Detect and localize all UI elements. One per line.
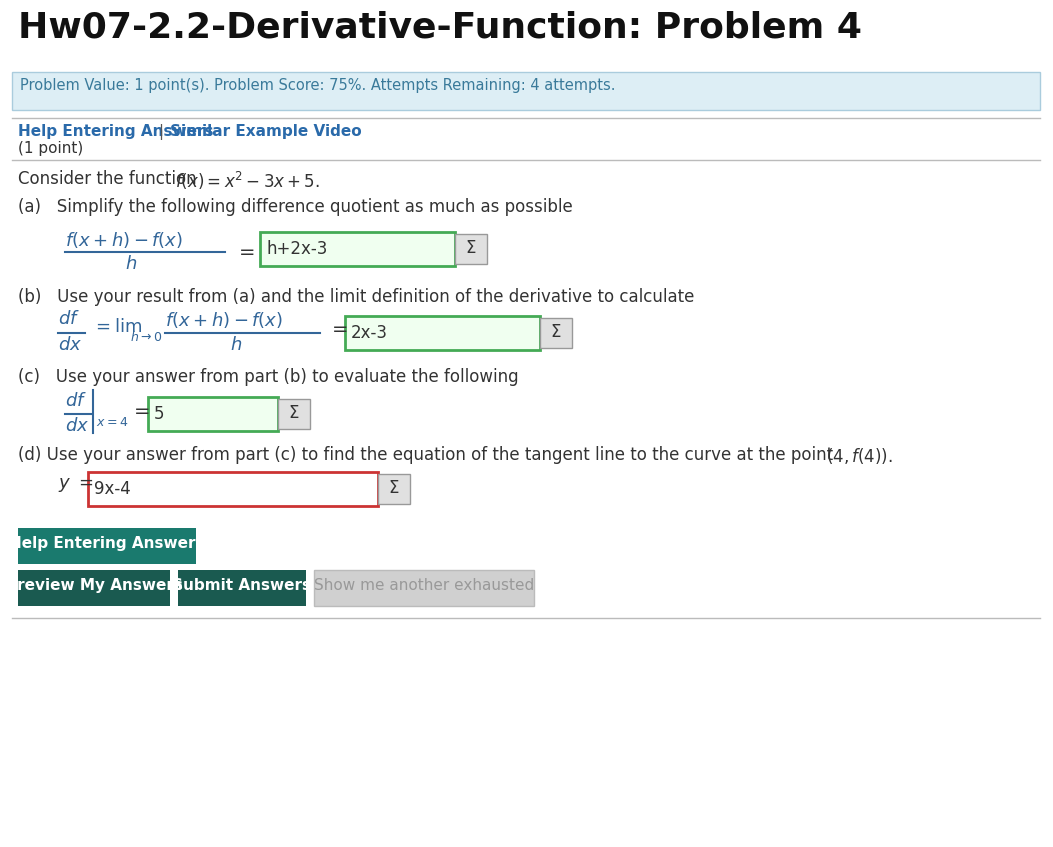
- Text: Problem Value: 1 point(s). Problem Score: 75%. Attempts Remaining: 4 attempts.: Problem Value: 1 point(s). Problem Score…: [20, 78, 616, 93]
- Text: $\Sigma$: $\Sigma$: [389, 479, 400, 497]
- Bar: [12, 72, 1040, 110]
- Text: Help Entering Answers: Help Entering Answers: [18, 124, 214, 139]
- Text: $(4, f(4))$.: $(4, f(4))$.: [826, 446, 893, 466]
- Text: $f(x + h) - f(x)$: $f(x + h) - f(x)$: [165, 310, 283, 330]
- Text: Show me another exhausted: Show me another exhausted: [314, 578, 534, 593]
- Bar: [88, 472, 378, 506]
- Text: Consider the function: Consider the function: [18, 170, 202, 188]
- Text: $x{=}4$: $x{=}4$: [96, 416, 128, 429]
- Text: Hw07-2.2-Derivative-Function: Problem 4: Hw07-2.2-Derivative-Function: Problem 4: [18, 10, 862, 44]
- Bar: [18, 528, 196, 564]
- Bar: [345, 316, 540, 350]
- Bar: [178, 570, 306, 606]
- Text: 9x-4: 9x-4: [94, 480, 131, 498]
- Text: h+2x-3: h+2x-3: [266, 240, 327, 258]
- Text: (1 point): (1 point): [18, 141, 83, 156]
- Text: (d) Use your answer from part (c) to find the equation of the tangent line to th: (d) Use your answer from part (c) to fin…: [18, 446, 838, 464]
- Bar: [148, 397, 278, 431]
- Text: $=$: $=$: [327, 318, 349, 337]
- Text: Preview My Answers: Preview My Answers: [5, 578, 182, 593]
- Text: $f(x) = x^2 - 3x + 5$.: $f(x) = x^2 - 3x + 5$.: [175, 170, 320, 192]
- Text: |: |: [158, 124, 163, 140]
- Text: $dx$: $dx$: [65, 417, 90, 435]
- Text: $=$: $=$: [235, 241, 255, 260]
- Text: $df$: $df$: [65, 392, 87, 410]
- Text: 5: 5: [154, 405, 164, 423]
- Bar: [260, 232, 455, 266]
- Text: $\Sigma$: $\Sigma$: [289, 404, 300, 422]
- Bar: [18, 570, 170, 606]
- Bar: [455, 234, 486, 264]
- Text: $h{\to}0$: $h{\to}0$: [130, 330, 162, 344]
- Text: $=$: $=$: [130, 400, 151, 419]
- Text: $h$: $h$: [230, 336, 242, 354]
- Text: $\Sigma$: $\Sigma$: [551, 323, 561, 341]
- Text: $= \lim$: $= \lim$: [92, 318, 142, 336]
- Bar: [540, 318, 572, 348]
- Text: (c)   Use your answer from part (b) to evaluate the following: (c) Use your answer from part (b) to eva…: [18, 368, 519, 386]
- Text: $df$: $df$: [58, 310, 80, 328]
- Bar: [378, 474, 410, 504]
- Text: $h$: $h$: [125, 255, 137, 273]
- Text: Similar Example Video: Similar Example Video: [170, 124, 361, 139]
- Text: Help Entering Answers: Help Entering Answers: [9, 536, 204, 551]
- Text: 2x-3: 2x-3: [351, 324, 388, 342]
- Text: $dx$: $dx$: [58, 336, 82, 354]
- Text: $\Sigma$: $\Sigma$: [465, 239, 477, 257]
- Text: $y\ =$: $y\ =$: [58, 476, 94, 494]
- Text: (b)   Use your result from (a) and the limit definition of the derivative to cal: (b) Use your result from (a) and the lim…: [18, 288, 694, 306]
- Text: Submit Answers: Submit Answers: [173, 578, 312, 593]
- Bar: [278, 399, 310, 429]
- Text: $f(x + h) - f(x)$: $f(x + h) - f(x)$: [65, 230, 183, 250]
- Bar: [314, 570, 534, 606]
- Text: (a)   Simplify the following difference quotient as much as possible: (a) Simplify the following difference qu…: [18, 198, 573, 216]
